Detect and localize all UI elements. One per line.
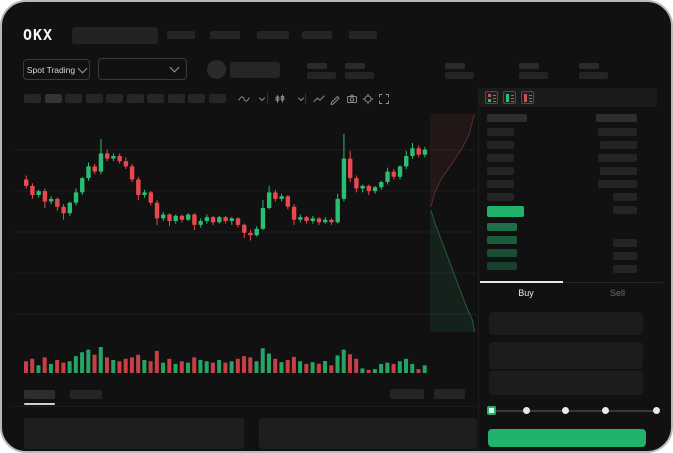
orderbook-amount-row[interactable] <box>613 193 637 201</box>
timeframe-button[interactable] <box>188 94 205 103</box>
orderbook-price-row[interactable] <box>487 180 514 188</box>
orderbook-amount-row[interactable] <box>613 238 637 247</box>
orderbook-price-row[interactable] <box>487 167 514 175</box>
bottom-action-skeleton[interactable] <box>434 389 465 399</box>
timeframe-button[interactable] <box>126 94 144 103</box>
toolbar-separator <box>305 93 306 104</box>
book-asks-icon[interactable] <box>521 91 534 104</box>
tab-sell[interactable]: Sell <box>609 288 625 298</box>
orders-panel-skeleton <box>24 418 244 449</box>
pair-dropdown[interactable] <box>98 58 187 80</box>
market-type-label: Spot Trading <box>26 64 76 75</box>
depth-profile <box>430 113 476 333</box>
price-field[interactable] <box>489 312 643 335</box>
bottom-action-skeleton[interactable] <box>390 389 424 399</box>
slider-handle[interactable] <box>562 407 569 414</box>
stat-label-skeleton <box>445 63 465 69</box>
timeframe-button[interactable] <box>167 94 185 103</box>
bottom-tab-active-underline <box>24 403 55 405</box>
volume-chart <box>24 347 427 373</box>
indicator-line-icon[interactable] <box>313 92 325 104</box>
gear-icon[interactable] <box>362 92 374 105</box>
book-bids-icon[interactable] <box>503 91 516 104</box>
total-field[interactable] <box>489 371 643 395</box>
panel-divider <box>478 86 479 451</box>
orderbook-amount-row[interactable] <box>600 141 637 149</box>
orderbook-price-row[interactable] <box>487 193 514 201</box>
orderbook-header-skeleton <box>487 114 527 122</box>
chevron-down-icon[interactable] <box>295 92 307 104</box>
tabbar-border <box>480 282 663 283</box>
nav-item-skeleton[interactable] <box>210 31 240 39</box>
orderbook-bid-row[interactable] <box>487 236 517 244</box>
stat-value-skeleton <box>307 72 336 79</box>
orderbook-amount-row[interactable] <box>598 180 637 188</box>
slider-handle[interactable] <box>523 407 530 414</box>
chevron-down-icon[interactable] <box>256 92 268 104</box>
orderbook-header-skeleton <box>596 114 637 122</box>
buy-submit-button[interactable] <box>488 429 646 447</box>
okx-logo: OKX <box>23 26 54 44</box>
camera-icon[interactable] <box>346 92 358 104</box>
book-both-icon[interactable] <box>485 91 498 104</box>
slider-handle[interactable] <box>653 407 660 414</box>
stat-value-skeleton <box>519 72 548 79</box>
stat-value-skeleton <box>445 72 474 79</box>
stat-value-skeleton <box>345 72 374 79</box>
orderbook-price-row[interactable] <box>487 141 514 149</box>
chevron-down-icon <box>77 63 88 73</box>
timeframe-button[interactable] <box>65 94 82 103</box>
bottom-tab-skeleton[interactable] <box>70 390 102 399</box>
timeframe-button[interactable] <box>44 94 62 103</box>
candles-icon[interactable] <box>274 92 286 104</box>
timeframe-button[interactable] <box>147 94 164 103</box>
nav-item-skeleton[interactable] <box>349 31 377 39</box>
orderbook-bid-row[interactable] <box>487 223 517 231</box>
token-avatar <box>207 60 226 79</box>
orderbook-amount-row[interactable] <box>613 264 637 273</box>
orderbook-amount-row[interactable] <box>600 167 637 175</box>
pencil-icon[interactable] <box>329 92 341 105</box>
timeframe-button[interactable] <box>24 94 41 103</box>
market-type-selector[interactable]: Spot Trading <box>23 59 90 80</box>
search-input[interactable] <box>72 27 158 44</box>
stat-value-skeleton <box>579 72 608 79</box>
stat-label-skeleton <box>345 63 365 69</box>
orderbook-bid-row[interactable] <box>487 262 517 270</box>
wave-icon[interactable] <box>238 92 250 104</box>
orderbook-amount-row[interactable] <box>613 206 637 214</box>
orderbook-amount-row[interactable] <box>598 128 637 136</box>
history-panel-skeleton <box>259 418 477 449</box>
timeframe-button[interactable] <box>106 94 123 103</box>
orderbook-amount-row[interactable] <box>613 251 637 260</box>
orderbook-bid-row[interactable] <box>487 249 517 257</box>
orderbook-amount-row[interactable] <box>598 154 637 162</box>
pair-name-skeleton <box>230 62 280 78</box>
chevron-down-icon <box>169 62 180 73</box>
nav-item-skeleton[interactable] <box>167 31 195 39</box>
slider-handle[interactable] <box>487 406 496 415</box>
timeframe-button[interactable] <box>208 94 226 103</box>
amount-field[interactable] <box>489 342 643 369</box>
toolbar-separator <box>267 93 268 104</box>
tab-buy[interactable]: Buy <box>518 288 534 298</box>
active-tab-indicator <box>480 281 563 283</box>
bottom-tab-skeleton[interactable] <box>24 390 55 399</box>
bottom-divider <box>10 406 477 407</box>
last-price-indicator <box>487 206 524 217</box>
orderbook-price-row[interactable] <box>487 128 514 136</box>
stat-label-skeleton <box>519 63 539 69</box>
candlestick-chart[interactable] <box>14 108 476 340</box>
nav-item-skeleton[interactable] <box>302 31 332 39</box>
stat-label-skeleton <box>579 63 599 69</box>
fullscreen-icon[interactable] <box>378 92 390 104</box>
stat-label-skeleton <box>307 63 327 69</box>
timeframe-button[interactable] <box>85 94 103 103</box>
amount-slider-track[interactable] <box>491 410 657 412</box>
nav-item-skeleton[interactable] <box>257 31 289 39</box>
slider-handle[interactable] <box>602 407 609 414</box>
orderbook-price-row[interactable] <box>487 154 514 162</box>
